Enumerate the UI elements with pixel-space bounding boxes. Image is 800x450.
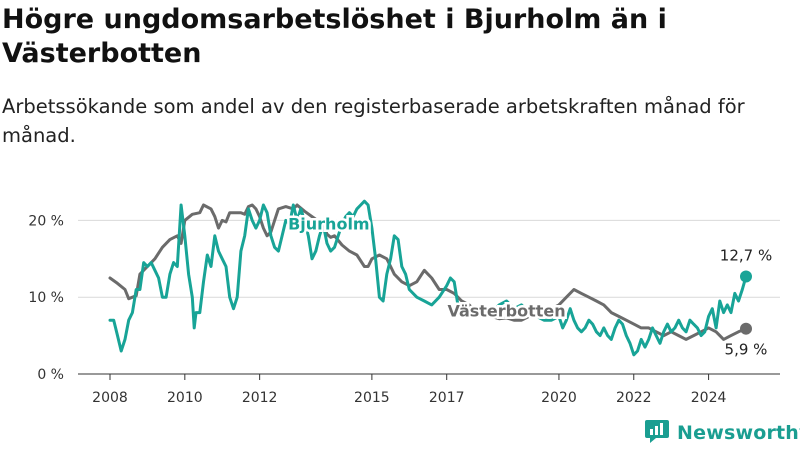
series-label-bjurholm: Bjurholm	[288, 215, 370, 234]
end-value-label: 5,9 %	[725, 341, 768, 359]
x-tick-label: 2010	[167, 390, 203, 406]
series-line-v-sterbotten	[108, 203, 748, 341]
x-tick-label: 2012	[242, 390, 278, 406]
y-tick-label: 20 %	[28, 213, 64, 229]
x-tick-label: 2015	[354, 390, 390, 406]
y-tick-label: 0 %	[37, 367, 64, 383]
end-value-label: 12,7 %	[720, 246, 772, 264]
chart-labels: 5,9 % 12,7 % Västerbotten Bjurholm	[286, 212, 775, 361]
chart-series	[108, 199, 748, 357]
end-point-marker	[740, 270, 752, 283]
chart-subtitle: Arbetssökande som andel av den registerb…	[2, 95, 745, 147]
chart-axes: 0 % 10 % 20 % 2008 2010 2012 2015 2017 2020 2022 2…	[28, 213, 780, 406]
x-tick-label: 2017	[429, 390, 465, 406]
brand-logo[interactable]: Newsworthy	[644, 418, 800, 448]
series-label-v-sterbotten: Västerbotten	[447, 301, 565, 320]
x-tick-label: 2020	[541, 390, 577, 406]
newsworthy-logo-icon	[644, 417, 670, 449]
end-point-marker	[740, 322, 752, 335]
chart-grid	[78, 219, 780, 375]
x-tick-label: 2022	[616, 390, 652, 406]
chart-title: Högre ungdomsarbetslöshet i Bjurholm än …	[2, 4, 667, 69]
y-tick-label: 10 %	[28, 290, 64, 306]
series-line-bjurholm	[108, 199, 748, 357]
x-tick-label: 2008	[92, 390, 128, 406]
brand-name: Newsworthy	[677, 422, 800, 444]
x-tick-label: 2024	[691, 390, 727, 406]
